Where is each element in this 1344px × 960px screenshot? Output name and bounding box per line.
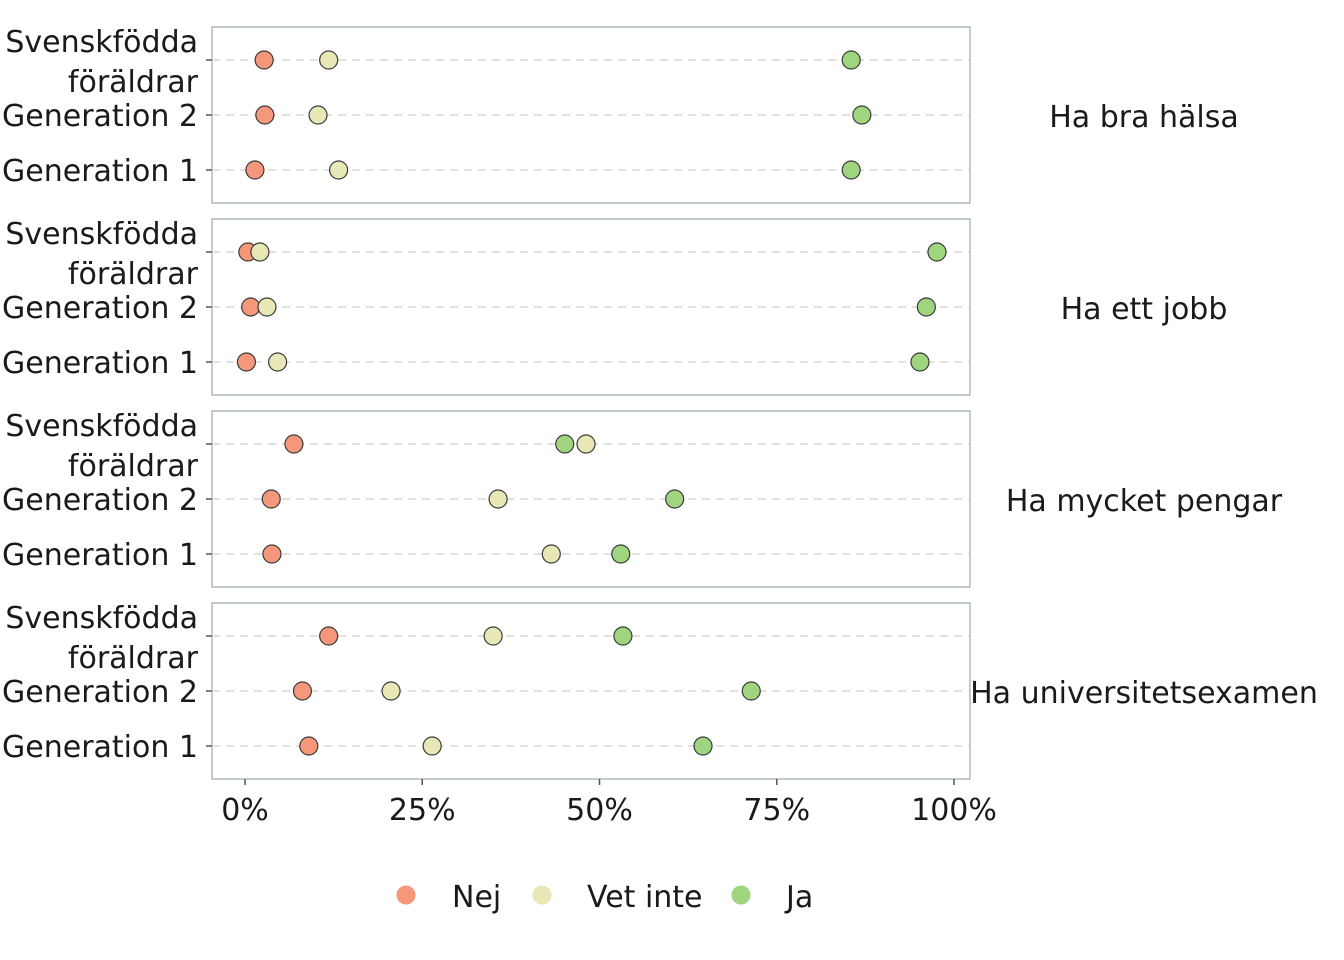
data-point <box>245 160 265 180</box>
y-tick-label: Generation 1 <box>2 346 198 381</box>
y-tick-label: föräldrar <box>68 641 199 676</box>
y-tick-label: Svenskfödda <box>5 217 198 252</box>
data-point <box>328 160 349 180</box>
data-point <box>841 50 861 70</box>
facet-label: Ha mycket pengar <box>1006 484 1283 519</box>
data-point <box>422 736 442 756</box>
legend-label: Vet inte <box>587 880 703 915</box>
data-point <box>916 297 936 317</box>
data-point <box>319 626 339 646</box>
data-point <box>483 626 503 646</box>
data-point <box>852 105 872 125</box>
data-point <box>262 544 282 564</box>
data-point <box>268 352 288 372</box>
data-point <box>741 681 761 701</box>
y-tick-label: Generation 2 <box>2 99 198 134</box>
data-point <box>250 242 270 262</box>
data-point <box>488 489 508 509</box>
data-point <box>292 681 313 701</box>
x-tick-label: 50% <box>566 793 633 828</box>
legend-key <box>731 885 751 905</box>
y-tick-label: Svenskfödda <box>5 601 198 636</box>
data-point <box>299 736 319 756</box>
y-tick-label: Svenskfödda <box>5 25 198 60</box>
y-tick-label: Generation 2 <box>2 483 198 518</box>
y-tick-label: Svenskfödda <box>5 409 198 444</box>
data-point <box>693 736 713 756</box>
data-point <box>308 105 328 125</box>
legend-label: Nej <box>452 880 501 915</box>
x-tick-label: 25% <box>389 793 456 828</box>
data-point <box>927 242 947 262</box>
y-tick-label: Generation 1 <box>2 538 198 573</box>
data-point <box>665 489 685 509</box>
y-tick-label: Generation 2 <box>2 675 198 710</box>
data-point <box>254 50 274 70</box>
x-tick-label: 75% <box>743 793 810 828</box>
legend-key <box>396 885 416 905</box>
data-point <box>241 297 261 317</box>
facet-label: Ha bra hälsa <box>1049 100 1239 135</box>
data-point <box>255 105 275 125</box>
legend-label: Ja <box>784 880 813 915</box>
y-tick-label: föräldrar <box>68 65 199 100</box>
data-point <box>841 160 861 180</box>
data-point <box>261 489 281 509</box>
y-tick-label: Generation 2 <box>2 291 198 326</box>
facet-label: Ha universitetsexamen <box>970 676 1318 711</box>
y-tick-label: Generation 1 <box>2 154 198 189</box>
data-point <box>613 626 633 646</box>
data-point <box>236 352 257 372</box>
x-tick-label: 100% <box>911 793 997 828</box>
x-axis: 0% 25% 50% 75% 100% <box>221 779 997 828</box>
legend-key <box>532 885 552 905</box>
facet-label: Ha ett jobb <box>1061 292 1228 327</box>
data-point <box>910 352 930 372</box>
data-point <box>319 50 339 70</box>
data-point <box>541 544 561 564</box>
data-point <box>611 544 631 564</box>
x-tick-label: 0% <box>221 793 269 828</box>
data-point <box>381 681 401 701</box>
data-point <box>555 434 575 454</box>
data-point <box>257 297 277 317</box>
legend: Nej Vet inte Ja <box>396 880 813 915</box>
y-tick-label: föräldrar <box>68 257 199 292</box>
data-point <box>576 434 596 454</box>
y-tick-label: Generation 1 <box>2 730 198 765</box>
data-point <box>284 434 304 454</box>
y-tick-label: föräldrar <box>68 449 199 484</box>
